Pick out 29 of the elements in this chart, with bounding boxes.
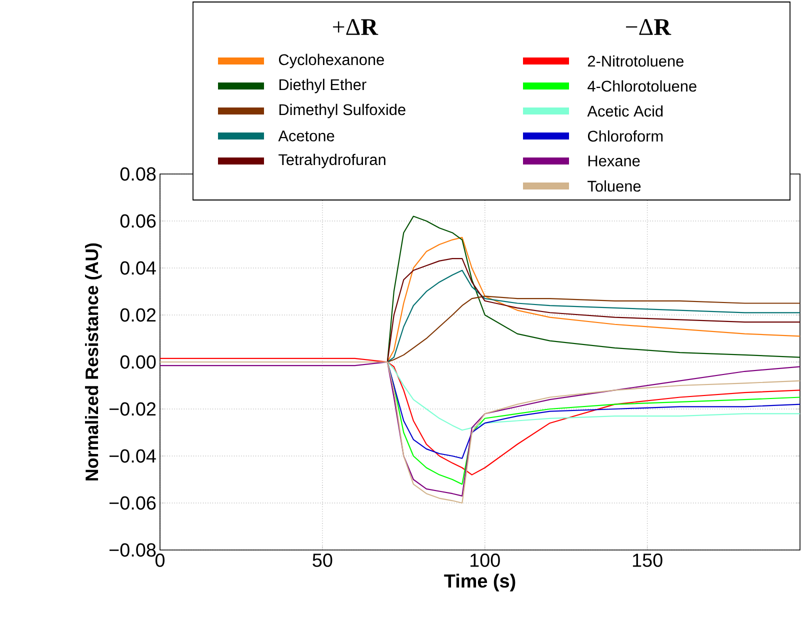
text: +ΔR xyxy=(333,19,378,35)
y-tick-label: −0.04 xyxy=(110,449,156,463)
legend-label: Toluene xyxy=(588,180,641,192)
legend-label: 2-Nitrotoluene xyxy=(588,55,684,67)
legend-label: Acetic Acid xyxy=(587,105,663,117)
x-tick-label: 0 xyxy=(155,554,165,567)
y-tick-label: 0.08 xyxy=(120,167,156,181)
y-tick-label: 0.00 xyxy=(120,355,156,369)
y-tick-label: 0.04 xyxy=(120,261,156,275)
x-tick-label: 150 xyxy=(632,554,662,567)
legend-label: 4-Chlorotoluene xyxy=(588,80,696,92)
y-tick-label: −0.08 xyxy=(110,543,156,557)
y-tick-label: −0.06 xyxy=(110,496,156,510)
legend-label: Chloroform xyxy=(588,130,663,142)
legend-label: Tetrahydrofuran xyxy=(278,154,386,168)
line-series xyxy=(386,361,800,431)
y-tick-label: 0.06 xyxy=(120,214,156,228)
x-tick-label: 50 xyxy=(312,554,332,567)
text: −ΔR xyxy=(626,19,672,35)
x-axis-title: Time (s) xyxy=(444,574,516,592)
legend-label: Dimethyl Sulfoxide xyxy=(279,104,406,118)
legend-label: Diethyl Ether xyxy=(279,78,366,94)
legend-label: Acetone xyxy=(278,130,334,142)
y-tick-label: 0.02 xyxy=(120,308,156,322)
y-axis-title: Normalized Resistance (AU) xyxy=(85,243,102,480)
y-tick-label: −0.02 xyxy=(110,402,156,416)
legend-label: Hexane xyxy=(588,156,640,166)
x-tick-label: 100 xyxy=(470,554,500,567)
legend-label: Cyclohexanone xyxy=(278,54,384,68)
